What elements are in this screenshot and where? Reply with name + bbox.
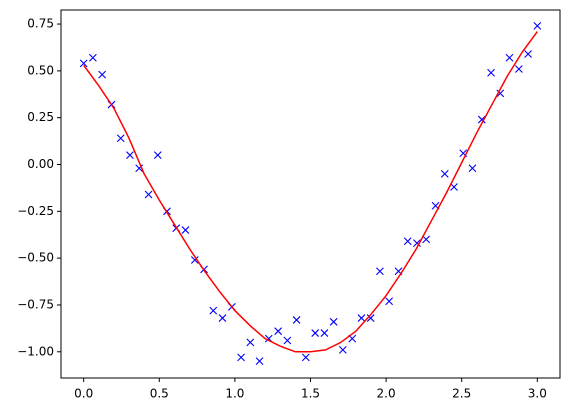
axes-frame (60, 9, 561, 379)
point (237, 353, 245, 362)
point (89, 53, 97, 62)
point (79, 59, 88, 68)
point (209, 306, 218, 315)
point (385, 297, 394, 306)
x-tick-label: 1.0 (225, 387, 244, 401)
point (116, 134, 125, 143)
point (468, 164, 477, 173)
point (366, 314, 375, 322)
point (98, 70, 107, 79)
y-tick-label: 0.00 (27, 157, 54, 171)
point (403, 237, 412, 246)
point (376, 267, 384, 276)
point (190, 256, 199, 264)
y-tick-label: −0.75 (17, 297, 54, 311)
point (255, 357, 264, 366)
point (181, 226, 190, 234)
point (144, 190, 153, 199)
point (450, 183, 458, 191)
point (505, 53, 514, 62)
point (413, 239, 421, 248)
point (153, 151, 162, 160)
point (292, 316, 301, 324)
point (357, 314, 366, 322)
point (477, 115, 486, 124)
point (126, 151, 134, 160)
fit-line (83, 31, 538, 353)
x-tick-label: 0.5 (150, 387, 169, 401)
point (283, 336, 292, 345)
x-tick-label: 2.0 (377, 387, 396, 401)
point (496, 89, 505, 98)
x-tick-label: 0.0 (74, 387, 93, 401)
y-tick-label: −0.50 (17, 251, 54, 265)
y-tick-label: 0.75 (27, 17, 54, 31)
x-tick-label: 1.5 (301, 387, 320, 401)
point (487, 68, 495, 77)
point (218, 314, 227, 322)
point (320, 329, 329, 337)
x-tick-label: 2.5 (452, 387, 471, 401)
point (301, 353, 310, 362)
point (514, 65, 523, 73)
x-tick-label: 3.0 (528, 387, 547, 401)
point (533, 22, 542, 30)
point (422, 235, 431, 244)
point (329, 317, 338, 326)
point (274, 327, 283, 336)
point (246, 338, 255, 347)
y-tick-label: −0.25 (17, 204, 54, 218)
point (524, 50, 532, 58)
point (440, 169, 449, 178)
y-tick-label: 0.50 (27, 63, 54, 77)
point (311, 329, 320, 337)
point (338, 346, 347, 354)
y-tick-label: 0.25 (27, 110, 54, 124)
y-tick-label: −1.00 (17, 344, 54, 358)
